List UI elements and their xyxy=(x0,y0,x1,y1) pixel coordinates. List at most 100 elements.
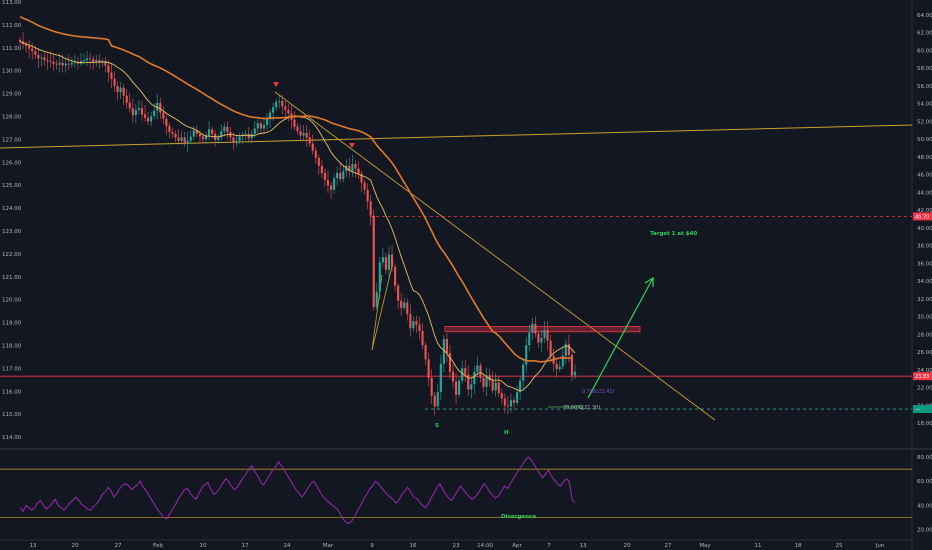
candle-body xyxy=(314,150,317,158)
right-axis-tick: 40.00 xyxy=(917,226,932,232)
candle-body xyxy=(488,375,491,381)
candle-body xyxy=(531,323,534,333)
pattern-label-shoulder: S xyxy=(435,423,439,429)
candle-body xyxy=(336,172,339,179)
trendline-descending xyxy=(274,91,716,421)
candle-body xyxy=(464,368,467,375)
candle-body xyxy=(186,140,189,144)
left-axis-tick: 117.00 xyxy=(2,366,22,372)
candle-body xyxy=(397,285,400,301)
left-axis-tick: 127.00 xyxy=(2,137,22,143)
candle-body xyxy=(46,60,49,62)
right-axis-tick: 24.00 xyxy=(917,368,932,374)
candle-body xyxy=(272,107,275,113)
candle-body xyxy=(476,365,479,372)
time-axis-tick: Feb xyxy=(153,543,163,549)
candle-body xyxy=(28,45,31,49)
candle-body xyxy=(232,137,235,143)
candle-body xyxy=(406,302,409,315)
price-tag xyxy=(913,212,932,221)
candle-body xyxy=(387,254,391,270)
candle-body xyxy=(235,140,238,143)
candle-body xyxy=(220,131,223,138)
trendline-ascending xyxy=(0,124,913,149)
left-axis-tick: 128.00 xyxy=(2,115,22,121)
candle-body xyxy=(119,87,122,93)
candle-body xyxy=(455,381,458,395)
target-label: Target 1 at $40 xyxy=(650,231,697,237)
candle-body xyxy=(37,54,40,59)
candle-body xyxy=(461,368,464,381)
rsi-axis-tick: 20.00 xyxy=(917,528,932,534)
candle-body xyxy=(528,332,531,346)
right-axis-tick: 52.00 xyxy=(917,119,932,125)
projection-arrow xyxy=(587,277,654,399)
candle-body xyxy=(25,44,28,46)
candle-body xyxy=(49,61,52,62)
price-axis-panel[interactable] xyxy=(912,0,932,550)
candle-body xyxy=(226,126,229,133)
candle-body xyxy=(357,168,360,174)
candle-body xyxy=(409,314,412,329)
candle-body xyxy=(61,62,64,66)
candle-body xyxy=(107,65,110,73)
candle-body xyxy=(512,400,516,403)
candle-body xyxy=(296,126,299,132)
right-axis-tick: 50.00 xyxy=(917,137,932,143)
candle-body xyxy=(287,109,290,114)
candle-body xyxy=(448,353,452,372)
left-axis-tick: 111.00 xyxy=(2,46,22,52)
candle-body xyxy=(491,380,494,391)
rsi-axis-tick: 60.00 xyxy=(917,479,932,485)
candle-body xyxy=(177,137,180,141)
candle-body xyxy=(156,102,159,111)
candle-body xyxy=(201,136,205,140)
candle-body xyxy=(98,60,101,63)
candle-body xyxy=(211,129,214,134)
left-axis-tick: 126.00 xyxy=(2,160,22,166)
candle-body xyxy=(503,398,506,406)
candle-body xyxy=(381,257,384,263)
candle-body xyxy=(125,95,128,103)
left-axis-tick: 124.00 xyxy=(2,206,22,212)
candle-body xyxy=(284,106,287,110)
candle-body xyxy=(421,330,424,346)
fib-label-0786: 0.786(23.41) xyxy=(582,389,615,395)
candle-body xyxy=(95,60,98,62)
time-axis-tick: Mar xyxy=(323,543,334,549)
candle-body xyxy=(348,165,351,172)
candle-body xyxy=(522,364,525,381)
right-axis-tick: 62.00 xyxy=(917,31,932,37)
candle-body xyxy=(110,72,113,79)
candle-body xyxy=(390,254,394,267)
candle-body xyxy=(70,62,73,65)
price-tag-label: 40.70 xyxy=(915,214,929,220)
candle-body xyxy=(354,164,357,169)
time-axis-tick: 27 xyxy=(115,543,122,549)
time-axis-tick: 13 xyxy=(580,543,587,549)
candle-body xyxy=(378,262,381,292)
candle-body xyxy=(546,330,549,341)
candle-body xyxy=(171,132,174,134)
overlay-layer xyxy=(0,82,913,421)
candle-body xyxy=(204,135,208,140)
candle-body xyxy=(18,39,22,42)
price-tag-layer: 40.70 23.83 — xyxy=(913,212,932,414)
time-axis-tick: 18 xyxy=(795,543,802,549)
candle-body xyxy=(555,363,558,370)
candle-body xyxy=(506,405,509,407)
rsi-line xyxy=(19,456,576,525)
candle-body xyxy=(363,182,366,190)
candle-body xyxy=(43,57,46,61)
candle-body xyxy=(275,101,278,108)
right-axis-tick: 26.00 xyxy=(917,350,932,356)
candle-body xyxy=(174,133,177,138)
left-axis-tick: 116.00 xyxy=(2,389,22,395)
candle-body xyxy=(86,58,89,61)
candle-body xyxy=(113,78,116,86)
candle-body xyxy=(427,359,430,378)
candle-body xyxy=(442,338,445,364)
candle-body xyxy=(195,130,198,134)
candle-body xyxy=(424,345,427,360)
candle-body xyxy=(540,338,543,343)
